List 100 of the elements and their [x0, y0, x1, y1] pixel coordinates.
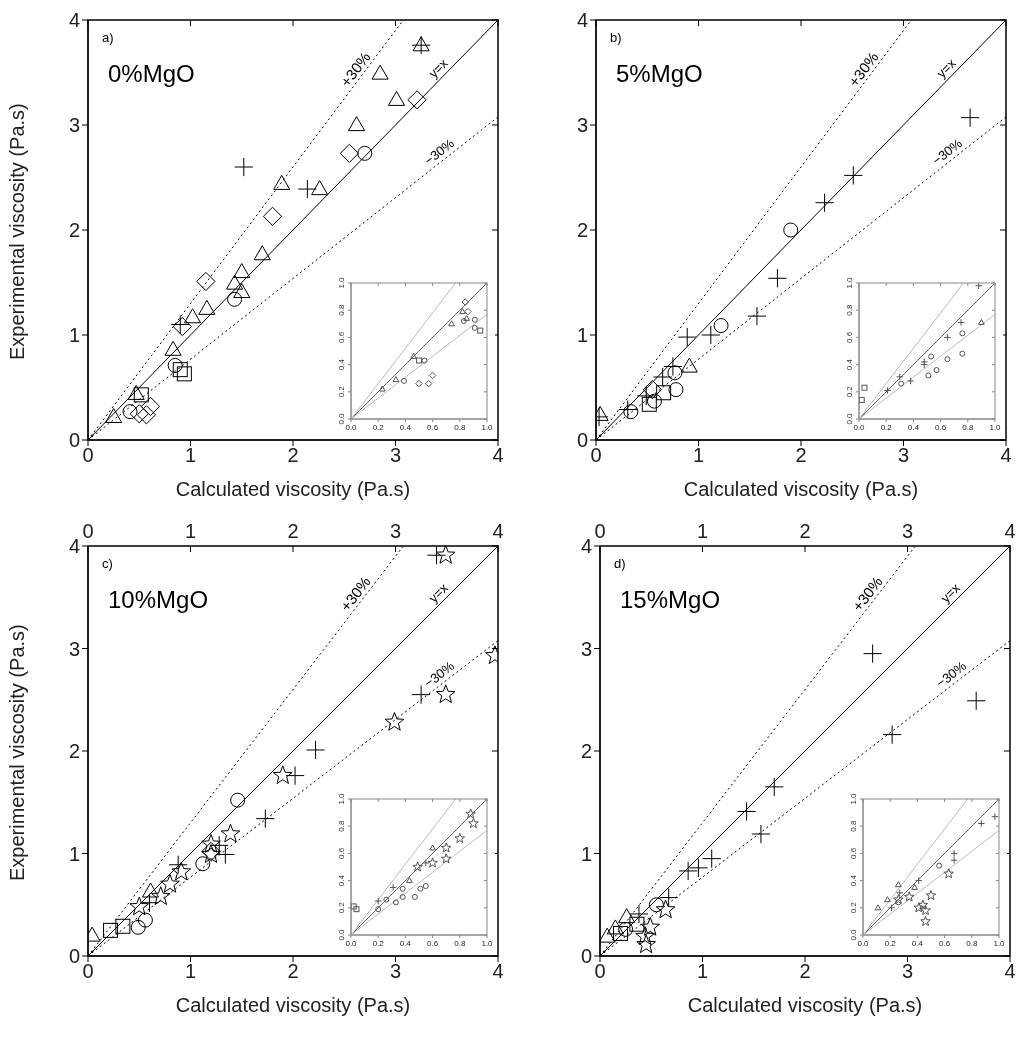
y-tick-label: 2	[68, 219, 80, 241]
x-tick-label: 0.6	[939, 938, 951, 948]
annotation: c)	[102, 556, 113, 571]
y-tick-label: 0.8	[337, 820, 346, 832]
x-tick-label: 3	[389, 444, 402, 467]
y-tick-label: 4	[580, 535, 592, 557]
x-tick-label: 0	[82, 520, 94, 542]
x-tick-label: 0.0	[857, 938, 870, 948]
x-axis-title: Calculated viscosity (Pa.s)	[687, 994, 923, 1016]
x2-tick-label: 2	[287, 960, 299, 983]
x-tick-label: 3	[389, 520, 402, 542]
x2-tick-label: 4	[1004, 960, 1016, 983]
x-tick-label: 3	[897, 444, 910, 467]
y-axis-title: Experimental viscosity (Pa.s)	[6, 624, 29, 881]
x-tick-label: 1.0	[993, 938, 1006, 948]
x-tick-label: 1	[696, 520, 709, 542]
x-tick-label: 4	[1000, 444, 1012, 467]
y-tick-label: 1	[576, 324, 588, 346]
x-tick-label: 0	[82, 444, 94, 467]
x2-tick-label: 4	[492, 960, 504, 983]
x-tick-label: 4	[1004, 520, 1016, 542]
y-tick-label: 0.4	[845, 358, 854, 371]
x-tick-label: 1	[184, 520, 197, 542]
y-tick-label: 0.8	[845, 304, 854, 316]
annotation: 15%MgO	[620, 586, 721, 613]
x2-tick-label: 3	[901, 960, 914, 983]
x-axis-title: Calculated viscosity (Pa.s)	[175, 478, 411, 500]
text: y=x	[933, 55, 960, 81]
y-tick-label: 4	[576, 9, 588, 31]
x-tick-label: 4	[492, 520, 504, 542]
x-tick-label: 0.6	[427, 938, 439, 948]
text: y=x	[937, 580, 964, 606]
x-tick-label: 0.4	[907, 422, 920, 432]
x2-tick-label: 3	[389, 960, 402, 983]
y-tick-label: 1.0	[845, 276, 854, 289]
y-tick-label: 1.0	[337, 276, 346, 289]
text: y=x	[425, 55, 452, 81]
y-tick-label: 4	[68, 9, 80, 31]
y-tick-label: 1.0	[337, 792, 346, 805]
x-tick-label: 2	[795, 444, 807, 467]
annotation: b)	[610, 30, 622, 45]
y-tick-label: 2	[68, 740, 80, 762]
x2-tick-label: 1	[696, 960, 709, 983]
y-tick-label: 0.6	[849, 847, 858, 859]
x-axis-title: Calculated viscosity (Pa.s)	[175, 994, 411, 1016]
y-tick-label: 1	[68, 842, 80, 865]
y-tick-label: 0.8	[849, 820, 858, 832]
x2-tick-label: 2	[799, 960, 811, 983]
x-tick-label: 1.0	[481, 938, 494, 948]
text: y=x	[425, 580, 452, 606]
x-tick-label: 0.8	[962, 422, 974, 432]
x-tick-label: 0.2	[372, 938, 385, 948]
x-tick-label: 0.6	[427, 422, 439, 432]
x-tick-label: 0.2	[880, 422, 893, 432]
y-tick-label: 0.6	[845, 331, 854, 343]
text: −30%	[929, 135, 966, 169]
y-tick-label: 0.8	[337, 304, 346, 316]
annotation: 5%MgO	[616, 60, 703, 87]
y-tick-label: 0.2	[337, 901, 346, 914]
y-tick-label: 0.4	[849, 874, 858, 887]
x-tick-label: 0.6	[935, 422, 947, 432]
y-tick-label: 0.6	[337, 331, 346, 343]
x-tick-label: 0	[594, 520, 606, 542]
y-tick-label: 3	[580, 637, 592, 660]
x2-tick-label: 0	[82, 960, 94, 983]
x-tick-label: 1.0	[989, 422, 1002, 432]
y-tick-label: 0.4	[337, 874, 346, 887]
x-tick-label: 2	[799, 520, 811, 542]
x2-tick-label: 1	[184, 960, 197, 983]
y-tick-label: 0.2	[845, 385, 854, 398]
x-tick-label: 3	[901, 520, 914, 542]
y-tick-label: 3	[68, 637, 80, 660]
y-tick-label: 3	[68, 114, 80, 136]
x-tick-label: 0.0	[345, 938, 358, 948]
x-axis-title: Calculated viscosity (Pa.s)	[683, 478, 919, 500]
x-tick-label: 2	[287, 520, 299, 542]
y-tick-label: 0.6	[337, 847, 346, 859]
x-tick-label: 4	[492, 444, 504, 467]
annotation: 10%MgO	[108, 586, 209, 613]
y-tick-label: 0.2	[337, 385, 346, 398]
y-tick-label: 1	[580, 842, 592, 865]
y-tick-label: 3	[576, 114, 588, 136]
x2-tick-label: 0	[594, 960, 606, 983]
annotation: 0%MgO	[108, 60, 195, 87]
x-tick-label: 1	[184, 444, 197, 467]
annotation: a)	[102, 30, 114, 45]
y-tick-label: 1.0	[849, 792, 858, 805]
x-tick-label: 0.8	[966, 938, 978, 948]
y-tick-label: 2	[576, 219, 588, 241]
y-tick-label: 0.4	[337, 358, 346, 371]
x-tick-label: 0.0	[345, 422, 358, 432]
x-tick-label: 0.2	[884, 938, 897, 948]
x-tick-label: 1	[692, 444, 705, 467]
y-tick-label: 2	[580, 740, 592, 762]
text: −30%	[421, 135, 458, 169]
annotation: d)	[614, 556, 626, 571]
y-tick-label: 0.2	[849, 901, 858, 914]
y-tick-label: 1	[68, 324, 80, 346]
x-tick-label: 0.8	[454, 422, 466, 432]
y-tick-label: 4	[68, 535, 80, 557]
